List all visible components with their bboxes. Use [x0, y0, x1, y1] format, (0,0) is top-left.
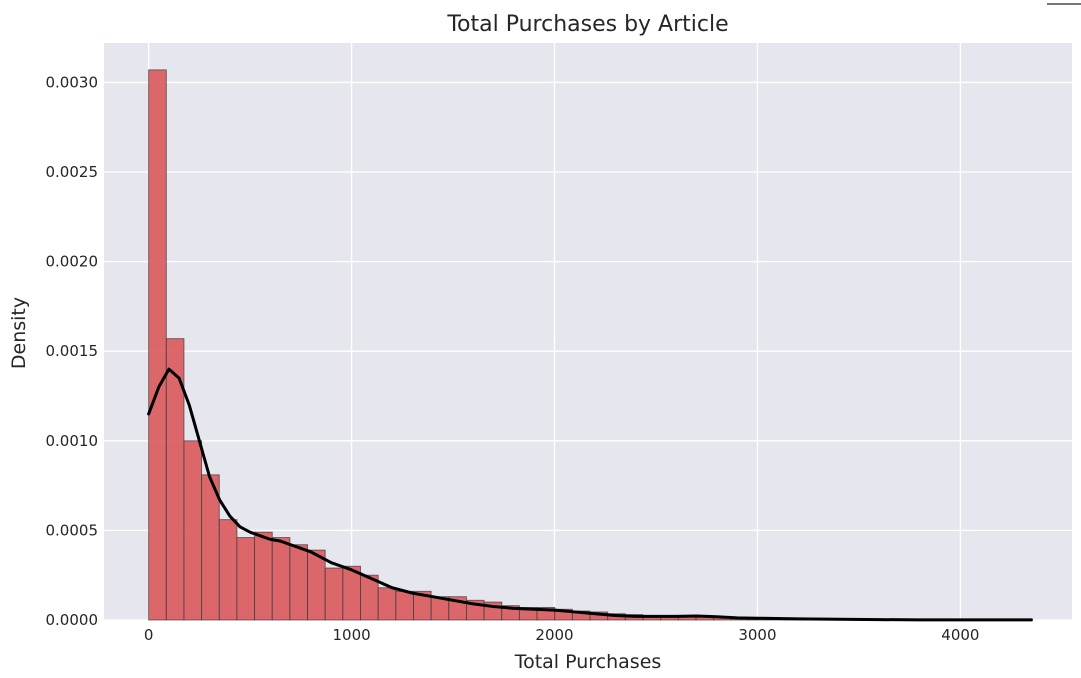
- histogram-bar: [271, 537, 291, 621]
- chart-title: Total Purchases by Article: [446, 12, 728, 37]
- histogram-bar: [148, 69, 167, 621]
- histogram-bar: [377, 587, 397, 621]
- x-tick-label: 1000: [332, 626, 370, 644]
- y-tick-labels: 0.0000 0.0005 0.0010 0.0015 0.0020 0.0025 0.00…: [46, 73, 99, 629]
- x-tick-label: 4000: [941, 626, 979, 644]
- kde-curve: [147, 367, 1033, 622]
- plot-background: [104, 43, 1072, 620]
- histogram-bar: [218, 519, 238, 621]
- y-axis-label: Density: [8, 297, 30, 369]
- x-axis-label: Total Purchases: [514, 651, 662, 673]
- histogram-bar: [307, 549, 326, 621]
- x-tick-label: 2000: [535, 626, 573, 644]
- histogram-bar: [324, 567, 344, 621]
- y-tick-label: 0.0010: [46, 432, 99, 450]
- histogram-bar: [395, 590, 414, 621]
- y-tick-label: 0.0015: [46, 342, 99, 360]
- y-tick-label: 0.0005: [46, 521, 99, 539]
- x-tick-labels: 0 1000 2000 3000 4000: [144, 626, 980, 644]
- histogram-bars: [148, 69, 1032, 621]
- x-tick-label: 0: [144, 626, 154, 644]
- y-tick-label: 0.0030: [46, 73, 99, 91]
- y-tick-label: 0.0000: [46, 611, 99, 629]
- histogram-bar: [236, 537, 256, 621]
- histogram-bar: [183, 440, 203, 621]
- histogram-bar: [342, 565, 361, 621]
- y-tick-label: 0.0020: [46, 253, 99, 271]
- y-tick-label: 0.0025: [46, 163, 99, 181]
- histogram-bar: [289, 544, 308, 621]
- x-tick-label: 3000: [738, 626, 776, 644]
- histogram-bar: [254, 531, 273, 621]
